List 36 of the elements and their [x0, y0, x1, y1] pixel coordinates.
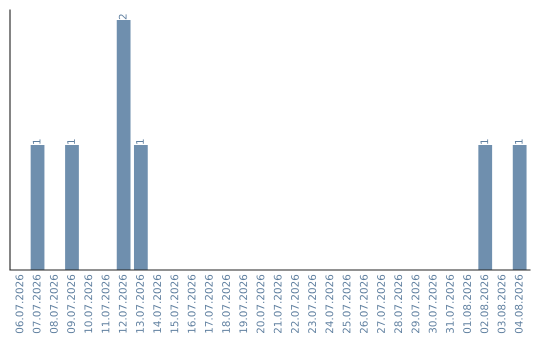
data-label: 1: [480, 139, 488, 144]
x-tick-label: 06.07.2026: [15, 274, 24, 334]
x-tick-label: 30.07.2026: [428, 274, 437, 334]
x-tick-label: 28.07.2026: [394, 274, 402, 334]
data-label: 1: [67, 139, 75, 144]
data-label: 1: [514, 139, 523, 144]
x-tick-label: 02.08.2026: [480, 274, 488, 334]
data-label: 1: [32, 139, 40, 144]
data-label: 1: [136, 139, 144, 144]
x-tick-label: 07.07.2026: [32, 274, 41, 334]
x-tick-label: 25.07.2026: [342, 274, 351, 334]
x-tick-label: 10.07.2026: [84, 274, 92, 333]
x-tick-label: 19.07.2026: [239, 274, 248, 333]
x-tick-label: 12.07.2026: [118, 274, 127, 333]
x-tick-label: 09.07.2026: [67, 274, 76, 334]
x-tick-label: 26.07.2026: [360, 274, 368, 334]
x-tick-label: 24.07.2026: [325, 274, 334, 334]
x-tick-label: 14.07.2026: [153, 274, 162, 333]
x-tick-label: 17.07.2026: [204, 274, 213, 333]
x-tick-label: 22.07.2026: [290, 274, 299, 334]
x-tick-label: 15.07.2026: [170, 274, 178, 333]
x-tick-label: 31.07.2026: [446, 274, 454, 334]
x-tick-label: 01.08.2026: [463, 274, 472, 334]
x-tick-label: 20.07.2026: [256, 274, 264, 334]
x-tick-label: 21.07.2026: [274, 274, 282, 334]
x-tick-label: 27.07.2026: [377, 274, 385, 334]
x-tick-label: 16.07.2026: [188, 274, 196, 333]
data-label: 2: [118, 14, 127, 20]
x-tick-label: 29.07.2026: [412, 274, 420, 334]
x-tick-label: 13.07.2026: [136, 274, 144, 333]
x-tick-label: 08.07.2026: [50, 274, 58, 334]
x-tick-label: 03.08.2026: [498, 274, 506, 334]
x-tick-label: 23.07.2026: [308, 274, 316, 334]
x-tick-label: 04.08.2026: [514, 274, 523, 334]
x-tick-label: 11.07.2026: [102, 274, 110, 333]
x-tick-label: 18.07.2026: [222, 274, 230, 333]
